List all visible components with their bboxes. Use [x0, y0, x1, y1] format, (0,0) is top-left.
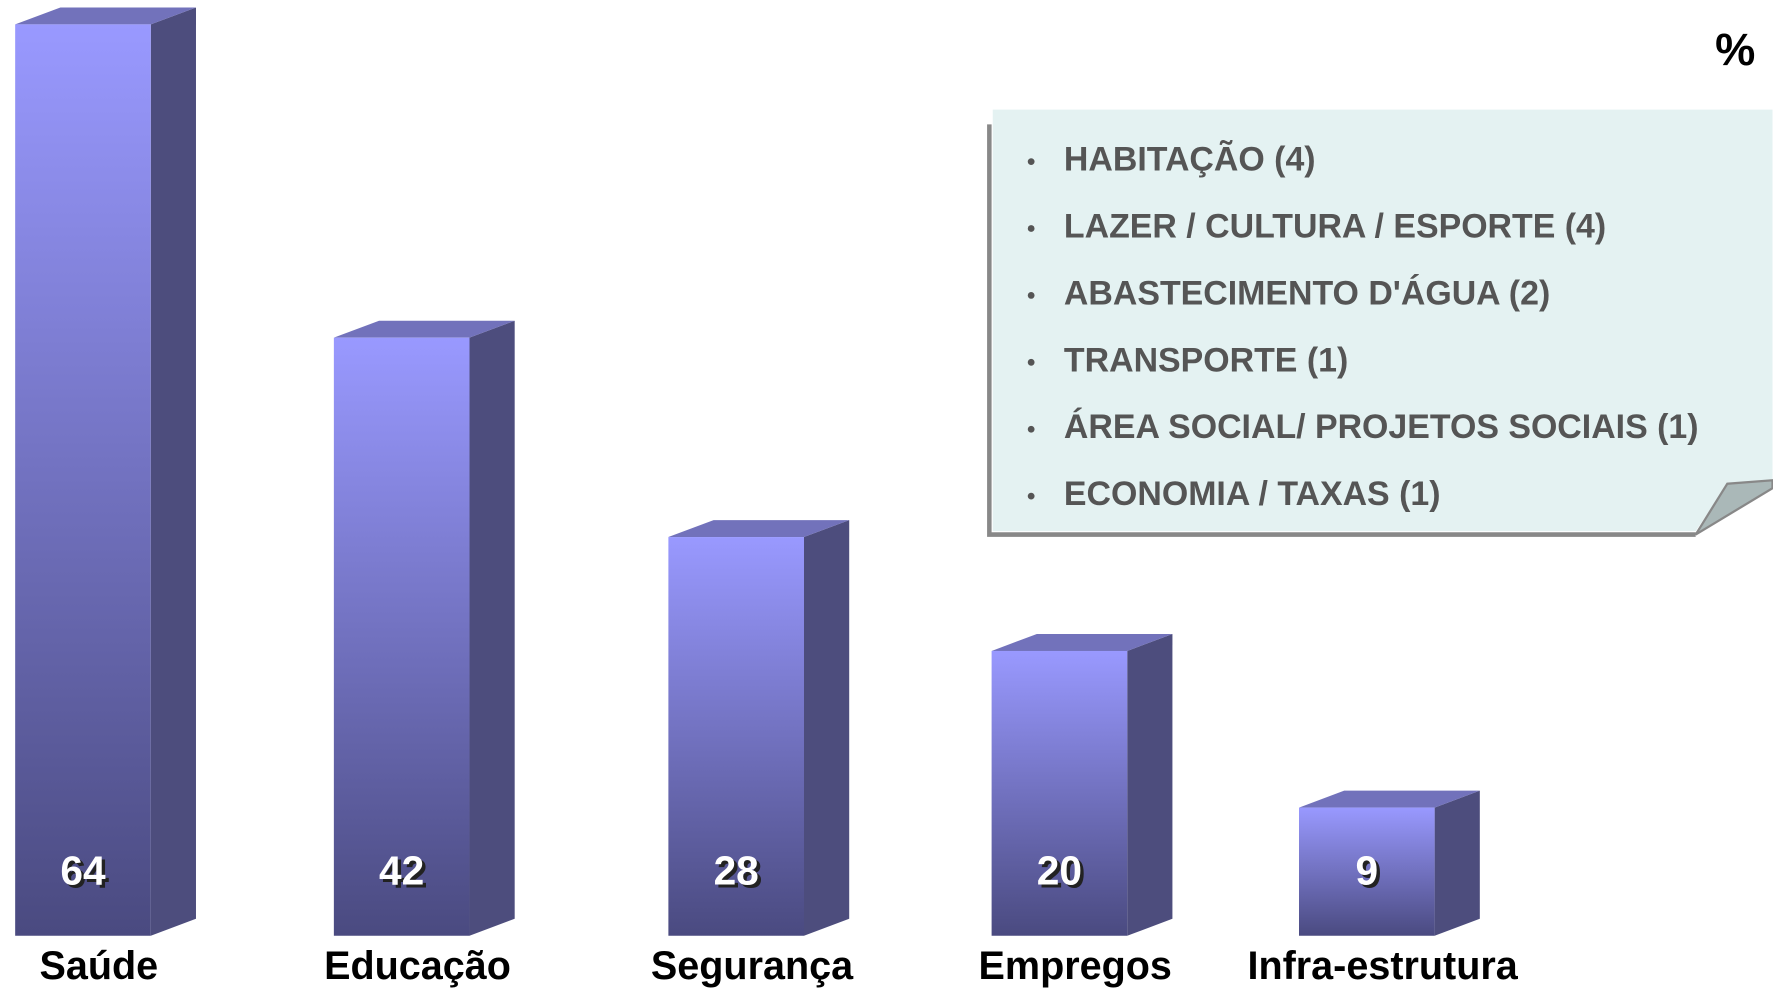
value-label: 28: [714, 847, 759, 893]
bullet: [1027, 225, 1035, 232]
value-label: 20: [1037, 847, 1082, 893]
bar: [333, 337, 470, 936]
unit-label: %: [1715, 24, 1755, 75]
value-label-shadow: 28: [717, 851, 762, 897]
note-item: LAZER / CULTURA / ESPORTE (4): [1064, 207, 1606, 245]
x-tick-label: Infra-estrutura: [1247, 944, 1518, 988]
note-item: HABITAÇÃO (4): [1064, 141, 1316, 179]
bullet: [1027, 425, 1035, 433]
value-label-shadow: 20: [1040, 851, 1085, 897]
note-item: TRANSPORTE (1): [1064, 341, 1348, 379]
value-label: 9: [1355, 847, 1378, 893]
bar: [991, 650, 1128, 936]
bar: [1299, 807, 1435, 936]
x-tick-label: Educação: [324, 944, 511, 988]
value-label-shadow: 64: [64, 851, 110, 897]
note-item: ÁREA SOCIAL/ PROJETOS SOCIAIS (1): [1064, 408, 1699, 446]
bar: [668, 537, 804, 936]
note-box: [987, 109, 1773, 537]
bar-top: [15, 7, 196, 25]
bar-top: [668, 520, 850, 538]
bar-top: [991, 634, 1173, 651]
value-label-shadow: 9: [1359, 851, 1382, 897]
bar: [15, 24, 151, 936]
x-tick-label: Saúde: [39, 944, 158, 988]
bar-side: [1127, 634, 1173, 936]
bullet: [1027, 158, 1035, 165]
bar-top: [1299, 790, 1480, 808]
value-label: 42: [379, 847, 424, 893]
bar-side: [1434, 790, 1480, 936]
value-label: 64: [60, 847, 106, 893]
note-item: ABASTECIMENTO D'ÁGUA (2): [1064, 274, 1550, 312]
bullet: [1027, 358, 1035, 366]
bullet: [1027, 492, 1035, 500]
x-tick-label: Segurança: [651, 944, 854, 988]
value-label-shadow: 42: [382, 851, 427, 897]
bullet: [1027, 292, 1035, 299]
x-tick-label: Empregos: [979, 944, 1172, 988]
bar-side: [150, 7, 196, 936]
note-item: ECONOMIA / TAXAS (1): [1064, 475, 1441, 513]
bar-side: [804, 520, 850, 936]
bar-side: [469, 320, 515, 936]
bar-top: [333, 320, 515, 338]
